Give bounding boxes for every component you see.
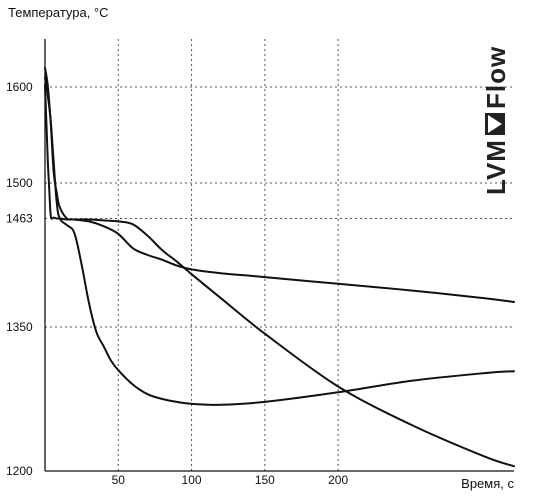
x-axis-title: Время, с [461, 476, 514, 491]
tick-labels: 50 100 150 200 1200 1350 1463 1500 1600 [6, 80, 348, 487]
grid-lines [45, 39, 514, 471]
logo-text-lvm: LVM [481, 139, 511, 195]
x-tick-label: 100 [182, 473, 202, 487]
lvmflow-logo: LVM Flow [481, 46, 511, 195]
logo-text-flow: Flow [481, 46, 511, 109]
x-tick-label: 200 [328, 473, 348, 487]
logo-mark-check [488, 115, 502, 133]
y-tick-label: 1463 [6, 212, 33, 226]
series-line [44, 66, 515, 303]
y-tick-label: 1600 [6, 80, 33, 94]
x-tick-label: 50 [112, 473, 126, 487]
y-tick-label: 1500 [6, 176, 33, 190]
axes [44, 39, 514, 472]
y-tick-label: 1200 [6, 464, 33, 478]
series-line [44, 84, 515, 468]
logo-mark-icon [485, 113, 505, 135]
series-lines [44, 66, 515, 468]
series-line [44, 76, 515, 406]
x-tick-label: 150 [255, 473, 275, 487]
y-tick-label: 1350 [6, 320, 33, 334]
y-axis-title: Температура, °C [8, 5, 109, 20]
